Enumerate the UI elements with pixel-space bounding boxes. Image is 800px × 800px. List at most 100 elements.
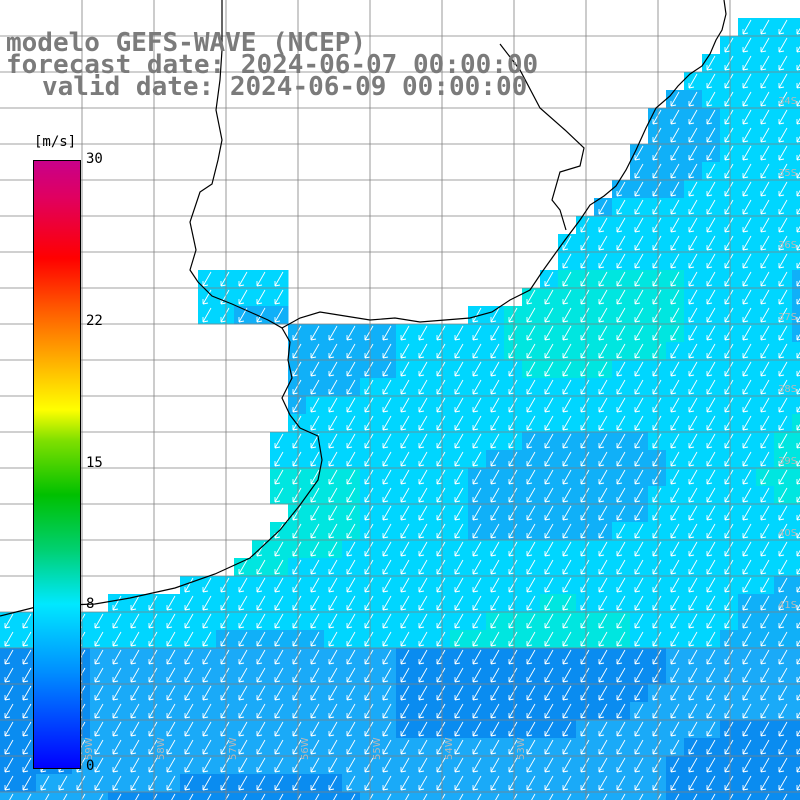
wind-arrow [562, 253, 572, 269]
wind-arrow [706, 343, 716, 359]
wind-arrow [328, 469, 338, 485]
wind-arrow [382, 487, 392, 503]
wind-arrow [220, 613, 230, 629]
wind-arrow [400, 703, 410, 719]
wind-arrow [544, 415, 554, 431]
wind-arrow [778, 343, 788, 359]
wind-arrow [328, 595, 338, 611]
wind-arrow [742, 541, 752, 557]
wind-arrow [598, 775, 608, 791]
wind-cell [792, 126, 800, 145]
wind-arrow [477, 793, 482, 800]
wind-arrow [760, 757, 770, 773]
wind-arrow [688, 685, 698, 701]
wind-arrow [112, 631, 122, 647]
lat-label: 40S [778, 528, 797, 539]
wind-arrow [760, 253, 770, 269]
wind-arrow [724, 487, 734, 503]
wind-cell [504, 792, 523, 800]
wind-arrow [130, 775, 140, 791]
wind-arrow [634, 505, 644, 521]
wind-arrow [148, 685, 158, 701]
wind-arrow [148, 721, 158, 737]
wind-arrow [580, 271, 590, 287]
wind-arrow [333, 793, 338, 800]
wind-arrow [724, 217, 734, 233]
wind-arrow [760, 415, 770, 431]
wind-arrow [688, 91, 698, 107]
wind-arrow [184, 739, 194, 755]
wind-arrow [670, 379, 680, 395]
forecast-date: forecast date: 2024-06-07 00:00:00 [6, 50, 539, 80]
wind-arrow [508, 487, 518, 503]
wind-arrow [328, 379, 338, 395]
wind-cell [90, 792, 109, 800]
wind-cell [324, 792, 343, 800]
wind-arrow [310, 631, 320, 647]
wind-arrow [418, 595, 428, 611]
wind-arrow [207, 793, 212, 800]
wind-arrow [418, 685, 428, 701]
wind-arrow [45, 793, 50, 800]
wind-arrow [508, 343, 518, 359]
wind-arrow [670, 757, 680, 773]
wind-cell [792, 774, 800, 793]
wind-arrow [526, 325, 536, 341]
wind-arrow [652, 379, 662, 395]
wind-arrow [238, 757, 248, 773]
wind-arrow [256, 739, 266, 755]
wind-arrow [724, 343, 734, 359]
wind-arrow [454, 595, 464, 611]
wind-arrow [706, 379, 716, 395]
wind-arrow [130, 631, 140, 647]
colorbar-tick-8: 8 [86, 596, 95, 613]
wind-arrow [670, 415, 680, 431]
wind-arrow [436, 541, 446, 557]
wind-arrow [724, 55, 734, 71]
wind-arrow [562, 667, 572, 683]
wind-arrow [490, 667, 500, 683]
wind-arrow [346, 703, 356, 719]
wind-arrow [616, 271, 626, 287]
wind-arrow [508, 577, 518, 593]
wind-cell [792, 108, 800, 127]
wind-arrow [652, 613, 662, 629]
wind-arrow [364, 325, 374, 341]
wind-arrow [562, 577, 572, 593]
wind-arrow [508, 433, 518, 449]
wind-arrow [292, 685, 302, 701]
wind-arrow [706, 415, 716, 431]
lon-label: 54W [444, 737, 455, 760]
wind-arrow [310, 757, 320, 773]
wind-arrow [472, 577, 482, 593]
wind-arrow [454, 631, 464, 647]
wind-arrow [598, 523, 608, 539]
wind-arrow [706, 307, 716, 323]
wind-arrow [346, 595, 356, 611]
wind-arrow [706, 199, 716, 215]
wind-arrow [418, 379, 428, 395]
wind-arrow [688, 181, 698, 197]
wind-arrow [328, 415, 338, 431]
wind-arrow [256, 703, 266, 719]
wind-arrow [544, 559, 554, 575]
wind-arrow [760, 577, 770, 593]
wind-arrow [130, 595, 140, 611]
wind-arrow [490, 631, 500, 647]
wind-arrow [472, 685, 482, 701]
wind-arrow [508, 397, 518, 413]
wind-arrow [688, 325, 698, 341]
wind-arrow [418, 361, 428, 377]
wind-arrow [526, 685, 536, 701]
wind-cell [666, 792, 685, 800]
wind-arrow [387, 793, 392, 800]
wind-arrow [310, 505, 320, 521]
wind-arrow [94, 757, 104, 773]
wind-arrow [274, 307, 284, 323]
wind-arrow [742, 667, 752, 683]
wind-arrow [202, 721, 212, 737]
wind-arrow [400, 757, 410, 773]
wind-arrow [382, 451, 392, 467]
wind-arrow [783, 793, 788, 800]
wind-arrow [292, 667, 302, 683]
